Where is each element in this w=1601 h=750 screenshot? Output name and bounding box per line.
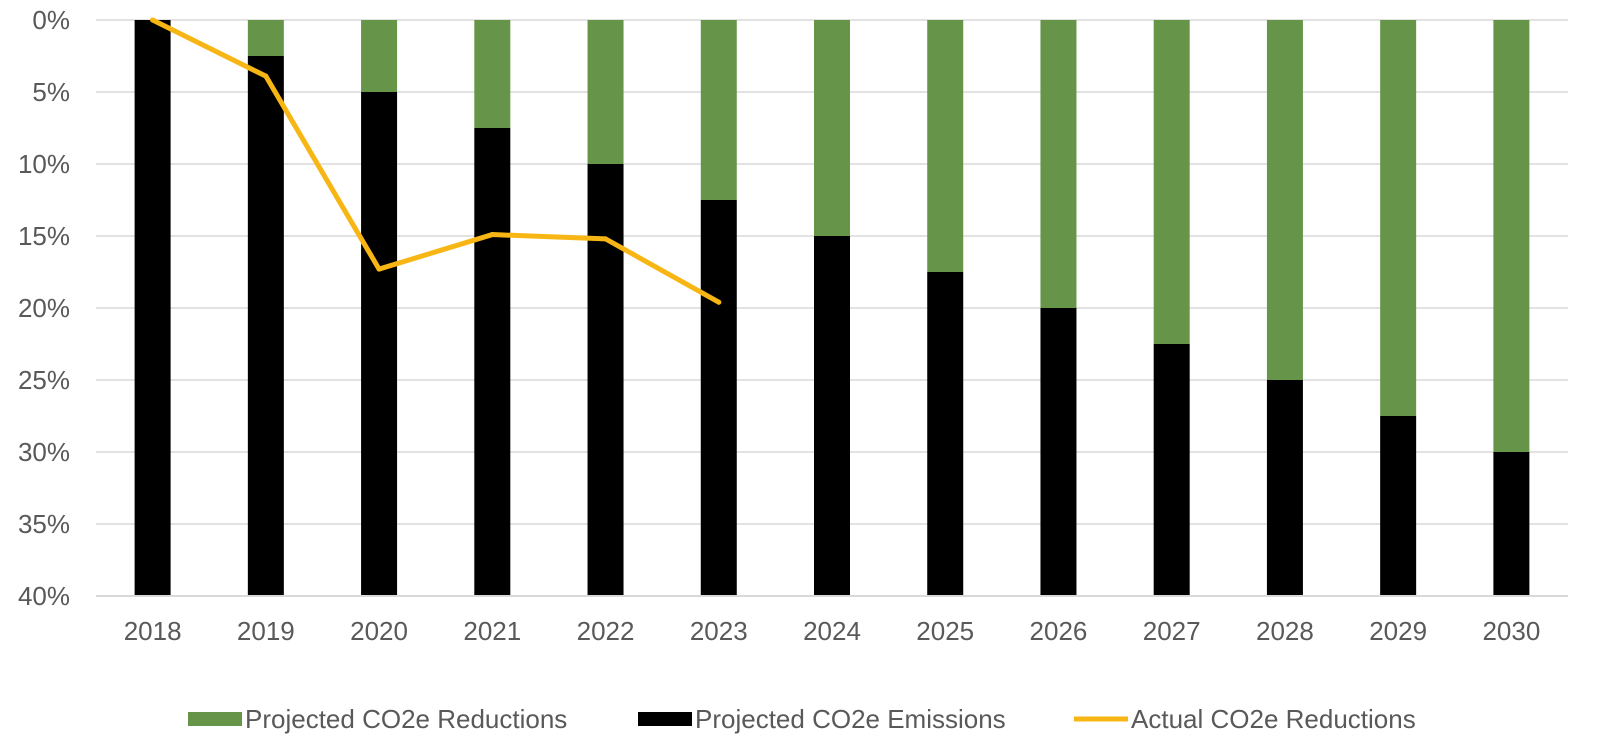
x-tick-label-2029: 2029	[1369, 616, 1427, 646]
projected-co2e-emissions-bar-2026	[1040, 308, 1077, 596]
projected-co2e-reductions-bar-2020	[361, 20, 398, 92]
y-tick-label: 15%	[18, 221, 70, 251]
projected-co2e-reductions-bar-2030	[1493, 20, 1530, 452]
legend-label: Projected CO2e Reductions	[245, 704, 567, 734]
projected-co2e-emissions-bar-2023	[700, 200, 737, 596]
actual-co2e-reductions-point-2020	[376, 266, 382, 272]
y-tick-label: 35%	[18, 509, 70, 539]
projected-co2e-reductions-bar-2023	[700, 20, 737, 200]
x-tick-label-2027: 2027	[1143, 616, 1201, 646]
x-tick-label-2023: 2023	[690, 616, 748, 646]
projected-co2e-emissions-bar-2029	[1380, 416, 1417, 596]
legend-item-projected-co2e-reductions: Projected CO2e Reductions	[188, 704, 567, 734]
legend: Projected CO2e Reductions Projected CO2e …	[188, 704, 1416, 734]
x-tick-label-2026: 2026	[1030, 616, 1088, 646]
y-tick-label: 40%	[18, 581, 70, 611]
projected-co2e-reductions-bar-2019	[247, 20, 284, 56]
x-tick-label-2022: 2022	[577, 616, 635, 646]
projected-co2e-reductions-bar-2029	[1380, 20, 1417, 416]
actual-line	[150, 17, 722, 305]
actual-co2e-reductions-point-2018	[150, 17, 156, 23]
x-tick-label-2030: 2030	[1482, 616, 1540, 646]
projected-co2e-emissions-bar-2018	[134, 20, 171, 596]
projected-co2e-reductions-bar-2028	[1266, 20, 1303, 380]
legend-label: Projected CO2e Emissions	[695, 704, 1006, 734]
projected-co2e-reductions-bar-2022	[587, 20, 624, 164]
legend-swatch	[638, 712, 692, 726]
y-axis-tick-labels: 0% 5% 10% 15% 20% 25% 30% 35% 40%	[18, 5, 70, 611]
projected-co2e-emissions-bar-2027	[1153, 344, 1190, 596]
projected-co2e-emissions-bar-2025	[927, 272, 964, 596]
projected-co2e-reductions-bar-2027	[1153, 20, 1190, 344]
actual-co2e-reductions-point-2022	[603, 236, 609, 242]
actual-co2e-reductions-point-2023	[716, 299, 722, 305]
y-tick-label: 10%	[18, 149, 70, 179]
legend-swatch	[188, 712, 242, 726]
actual-co2e-reductions-line	[150, 17, 722, 305]
bars	[134, 20, 1530, 596]
x-tick-label-2021: 2021	[463, 616, 521, 646]
projected-co2e-reductions-bar-2024	[814, 20, 850, 236]
projected-co2e-emissions-bar-2021	[474, 128, 511, 596]
x-tick-label-2025: 2025	[916, 616, 974, 646]
y-tick-label: 5%	[32, 77, 70, 107]
x-tick-label-2018: 2018	[124, 616, 182, 646]
y-tick-label: 20%	[18, 293, 70, 323]
actual-co2e-reductions-point-2019	[263, 73, 269, 79]
legend-item-projected-co2e-emissions: Projected CO2e Emissions	[638, 704, 1006, 734]
x-tick-label-2019: 2019	[237, 616, 295, 646]
x-tick-label-2020: 2020	[350, 616, 408, 646]
actual-co2e-reductions-point-2021	[489, 232, 495, 238]
projected-co2e-emissions-bar-2024	[814, 236, 850, 596]
y-tick-label: 25%	[18, 365, 70, 395]
legend-label: Actual CO2e Reductions	[1131, 704, 1416, 734]
projected-co2e-emissions-bar-2028	[1266, 380, 1303, 596]
x-axis-tick-labels: 2018 2019 2020 2021 2022 2023 2024 2025 2026 2027…	[124, 616, 1541, 646]
y-tick-label: 30%	[18, 437, 70, 467]
x-tick-label-2028: 2028	[1256, 616, 1314, 646]
y-tick-label: 0%	[32, 5, 70, 35]
projected-co2e-emissions-bar-2019	[247, 56, 284, 596]
projected-co2e-reductions-bar-2026	[1040, 20, 1077, 308]
projected-co2e-emissions-bar-2030	[1493, 452, 1530, 596]
x-tick-label-2024: 2024	[803, 616, 861, 646]
projected-co2e-reductions-bar-2021	[474, 20, 511, 128]
projected-co2e-reductions-bar-2025	[927, 20, 964, 272]
legend-item-actual-co2e-reductions: Actual CO2e Reductions	[1074, 704, 1416, 734]
projected-co2e-emissions-bar-2022	[587, 164, 624, 596]
projected-co2e-emissions-bar-2020	[361, 92, 398, 596]
